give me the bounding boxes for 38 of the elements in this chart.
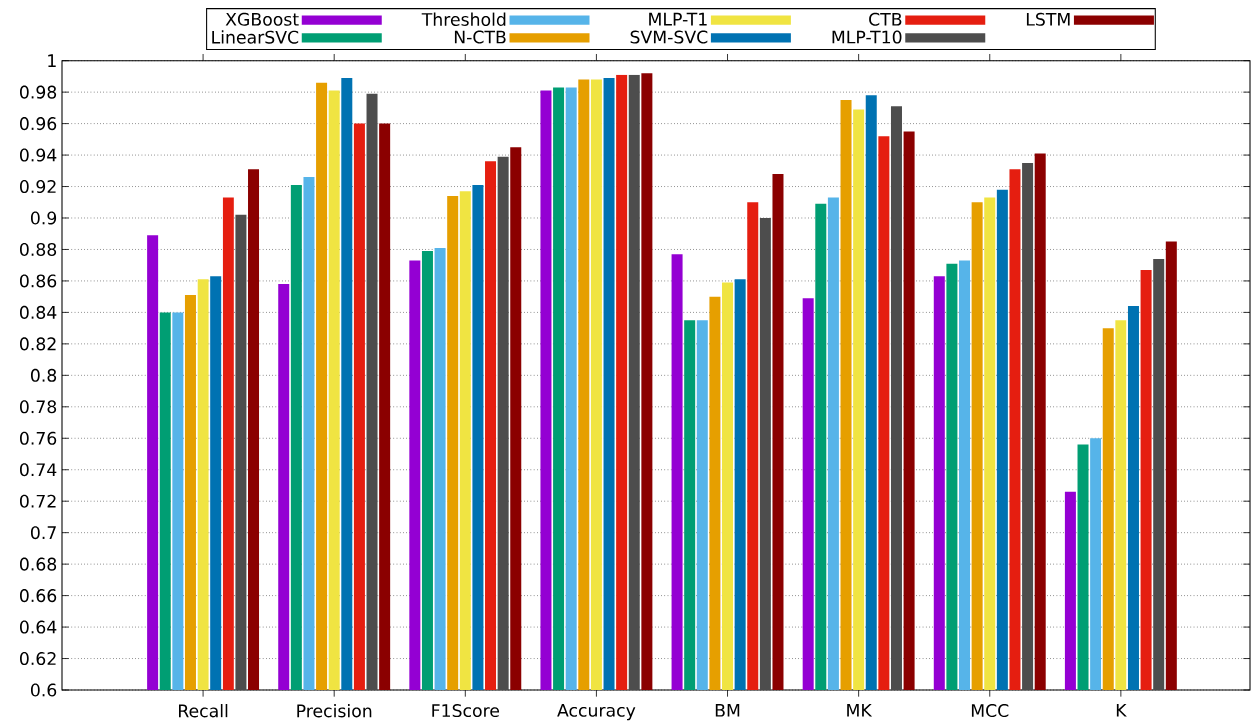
y-tick-label: 0.96	[20, 117, 57, 131]
x-tick-label: F1Score	[432, 704, 500, 718]
y-tick-label: 0.66	[20, 589, 57, 603]
legend-label: LinearSVC	[212, 30, 299, 44]
y-tick-label: 0.8	[30, 368, 57, 382]
y-tick-label: 0.86	[20, 274, 57, 288]
y-tick-label: 0.76	[20, 431, 57, 445]
x-tick-label: Accuracy	[557, 704, 636, 721]
y-tick-label: 0.68	[20, 557, 57, 571]
legend-label: CTB	[869, 12, 902, 26]
legend-label: MLP-T1	[649, 12, 707, 26]
y-tick-label: 0.98	[20, 85, 57, 99]
legend-label: N-CTB	[454, 30, 506, 44]
y-tick-label: 1	[48, 54, 56, 67]
y-tick-label: 0.7	[30, 526, 56, 540]
x-tick-label: MCC	[971, 704, 1009, 718]
y-tick-label: 0.72	[20, 494, 56, 508]
legend-label: MLP-T10	[832, 30, 902, 44]
y-tick-label: 0.94	[20, 148, 57, 162]
x-tick-label: Precision	[297, 704, 372, 718]
legend-label: Threshold	[421, 12, 506, 26]
y-tick-label: 0.74	[20, 463, 57, 477]
y-tick-label: 0.64	[20, 620, 57, 634]
y-tick-label: 0.82	[20, 337, 56, 351]
y-tick-label: 0.92	[20, 180, 56, 194]
y-tick-label: 0.62	[20, 652, 56, 666]
y-tick-label: 0.88	[20, 242, 57, 256]
x-tick-label: BM	[715, 704, 740, 717]
legend-label: XGBoost	[225, 12, 299, 26]
legend-label: SVM-SVC	[630, 30, 708, 44]
x-tick-label: MK	[847, 704, 873, 717]
y-tick-label: 0.84	[20, 305, 57, 319]
y-tick-label: 0.6	[30, 683, 57, 697]
x-tick-label: K	[1116, 704, 1127, 717]
y-tick-label: 0.9	[30, 211, 57, 225]
legend-label: LSTM	[1026, 12, 1070, 26]
y-tick-label: 0.78	[20, 400, 57, 414]
x-tick-label: Recall	[179, 704, 228, 718]
